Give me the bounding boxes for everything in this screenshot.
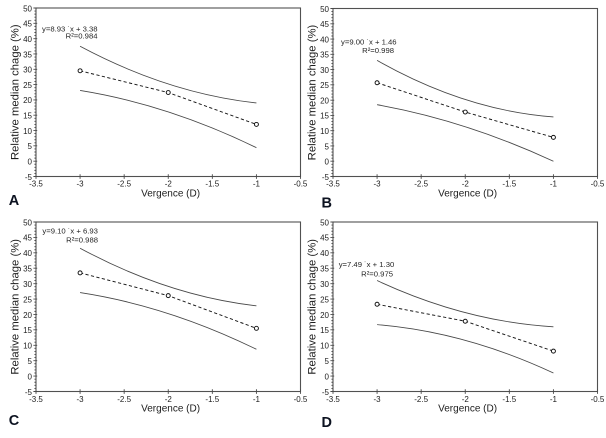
svg-text:50: 50 [320,5,329,14]
svg-text:15: 15 [23,112,32,121]
svg-text:-1: -1 [550,395,558,404]
svg-text:-3.5: -3.5 [29,180,43,189]
svg-text:-2.5: -2.5 [117,395,131,404]
svg-text:15: 15 [320,112,329,121]
svg-text:-1.5: -1.5 [205,180,219,189]
svg-text:Relative median chage (%): Relative median chage (%) [10,239,22,375]
svg-text:45: 45 [23,234,32,243]
svg-text:-0.5: -0.5 [294,180,308,189]
svg-text:Vergence (D): Vergence (D) [438,189,497,200]
svg-text:Relative median chage (%): Relative median chage (%) [10,24,22,160]
svg-text:40: 40 [320,35,329,44]
svg-text:30: 30 [23,280,32,289]
svg-text:y=8.93 ˙x + 3.38: y=8.93 ˙x + 3.38 [42,24,98,33]
svg-text:-2.5: -2.5 [414,180,428,189]
svg-text:5: 5 [325,142,330,151]
svg-text:D: D [322,415,332,431]
svg-text:45: 45 [320,234,329,243]
svg-text:R²=0.988: R²=0.988 [66,236,98,245]
svg-text:0: 0 [28,157,33,166]
svg-text:A: A [9,193,20,209]
svg-text:0: 0 [325,372,330,381]
svg-text:-0.5: -0.5 [591,395,605,404]
svg-text:R²=0.984: R²=0.984 [66,32,99,41]
svg-text:40: 40 [320,249,329,258]
svg-text:Relative median chage (%): Relative median chage (%) [307,239,319,375]
svg-text:-3: -3 [374,395,382,404]
svg-text:5: 5 [28,142,33,151]
svg-text:R²=0.998: R²=0.998 [362,46,394,55]
svg-text:C: C [9,413,20,429]
svg-text:-2: -2 [165,395,173,404]
svg-text:10: 10 [23,342,32,351]
svg-text:-2: -2 [165,180,173,189]
svg-text:-3.5: -3.5 [326,180,340,189]
svg-text:-0.5: -0.5 [591,180,605,189]
svg-text:B: B [322,195,332,211]
svg-text:30: 30 [320,280,329,289]
svg-text:-1.5: -1.5 [205,395,219,404]
svg-text:-3.5: -3.5 [326,395,340,404]
svg-text:Vergence (D): Vergence (D) [438,404,497,415]
svg-text:40: 40 [23,249,32,258]
svg-text:0: 0 [28,372,33,381]
svg-text:-3: -3 [77,180,85,189]
svg-text:20: 20 [320,96,329,105]
svg-text:35: 35 [23,265,32,274]
svg-text:25: 25 [320,81,329,90]
svg-text:50: 50 [320,218,329,227]
svg-text:-1.5: -1.5 [502,180,516,189]
svg-text:-3.5: -3.5 [29,395,43,404]
svg-text:-1: -1 [253,180,261,189]
svg-text:50: 50 [23,4,32,13]
svg-text:5: 5 [28,357,33,366]
svg-text:10: 10 [320,342,329,351]
svg-text:-3: -3 [374,180,382,189]
svg-text:-1: -1 [550,180,558,189]
svg-text:-2: -2 [462,395,470,404]
svg-text:5: 5 [325,357,330,366]
svg-text:35: 35 [320,265,329,274]
svg-text:25: 25 [320,295,329,304]
svg-text:15: 15 [23,326,32,335]
svg-text:-5: -5 [25,173,33,182]
svg-text:-1.5: -1.5 [502,395,516,404]
svg-text:25: 25 [23,295,32,304]
svg-text:20: 20 [23,311,32,320]
svg-text:35: 35 [23,50,32,59]
svg-text:y=9.00 ˙x + 1.46: y=9.00 ˙x + 1.46 [341,38,397,47]
svg-text:10: 10 [23,127,32,136]
svg-text:10: 10 [320,127,329,136]
svg-text:20: 20 [23,96,32,105]
svg-text:-2.5: -2.5 [117,180,131,189]
svg-text:y=7.49 ˙x + 1.30: y=7.49 ˙x + 1.30 [339,260,395,269]
svg-text:45: 45 [23,20,32,29]
svg-text:35: 35 [320,51,329,60]
svg-text:-2: -2 [462,180,470,189]
svg-text:-1: -1 [253,395,261,404]
svg-text:50: 50 [23,218,32,227]
svg-text:40: 40 [23,35,32,44]
svg-text:45: 45 [320,20,329,29]
svg-text:y=9.10 ˙x + 6.93: y=9.10 ˙x + 6.93 [42,227,98,236]
svg-text:-0.5: -0.5 [294,395,308,404]
svg-text:30: 30 [320,66,329,75]
svg-text:-2.5: -2.5 [414,395,428,404]
svg-text:15: 15 [320,326,329,335]
svg-text:20: 20 [320,311,329,320]
svg-text:Vergence (D): Vergence (D) [141,404,200,415]
svg-text:-5: -5 [25,388,33,397]
svg-text:Vergence (D): Vergence (D) [141,189,200,200]
svg-text:30: 30 [23,66,32,75]
svg-text:-5: -5 [322,173,330,182]
svg-text:R²=0.975: R²=0.975 [361,270,393,279]
svg-text:25: 25 [23,81,32,90]
svg-text:-5: -5 [322,388,330,397]
svg-text:-3: -3 [77,395,85,404]
svg-text:Relative median chage (%): Relative median chage (%) [307,24,319,160]
svg-text:0: 0 [325,158,330,167]
